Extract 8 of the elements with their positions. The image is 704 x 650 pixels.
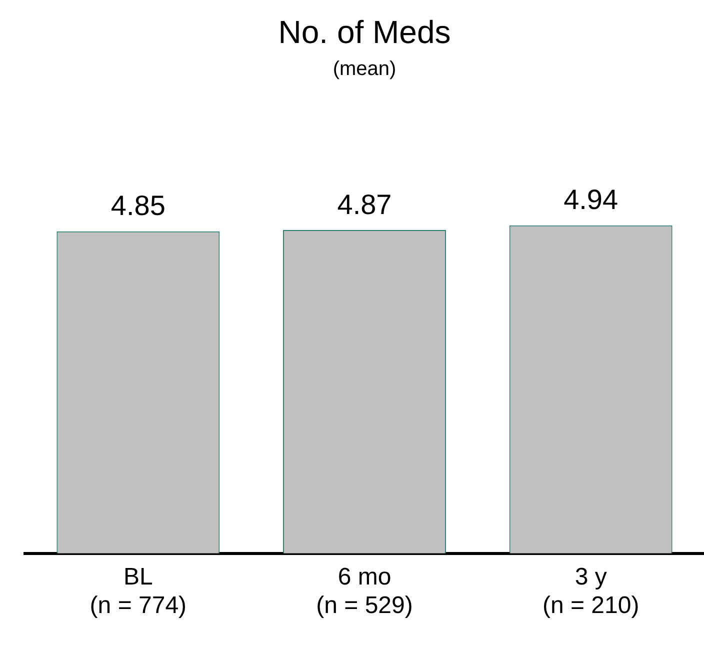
chart-subtitle: (mean)	[332, 58, 396, 80]
x-tick-label: BL (n = 774)	[90, 563, 187, 620]
data-label: 4.94	[564, 184, 618, 216]
x-tick-label: 3 y (n = 210)	[542, 563, 640, 620]
chart-title: No. of Meds	[278, 14, 451, 50]
data-label: 4.85	[110, 190, 166, 222]
data-label: 4.87	[337, 188, 392, 220]
x-tick-label: 6 mo (n = 529)	[316, 563, 413, 620]
